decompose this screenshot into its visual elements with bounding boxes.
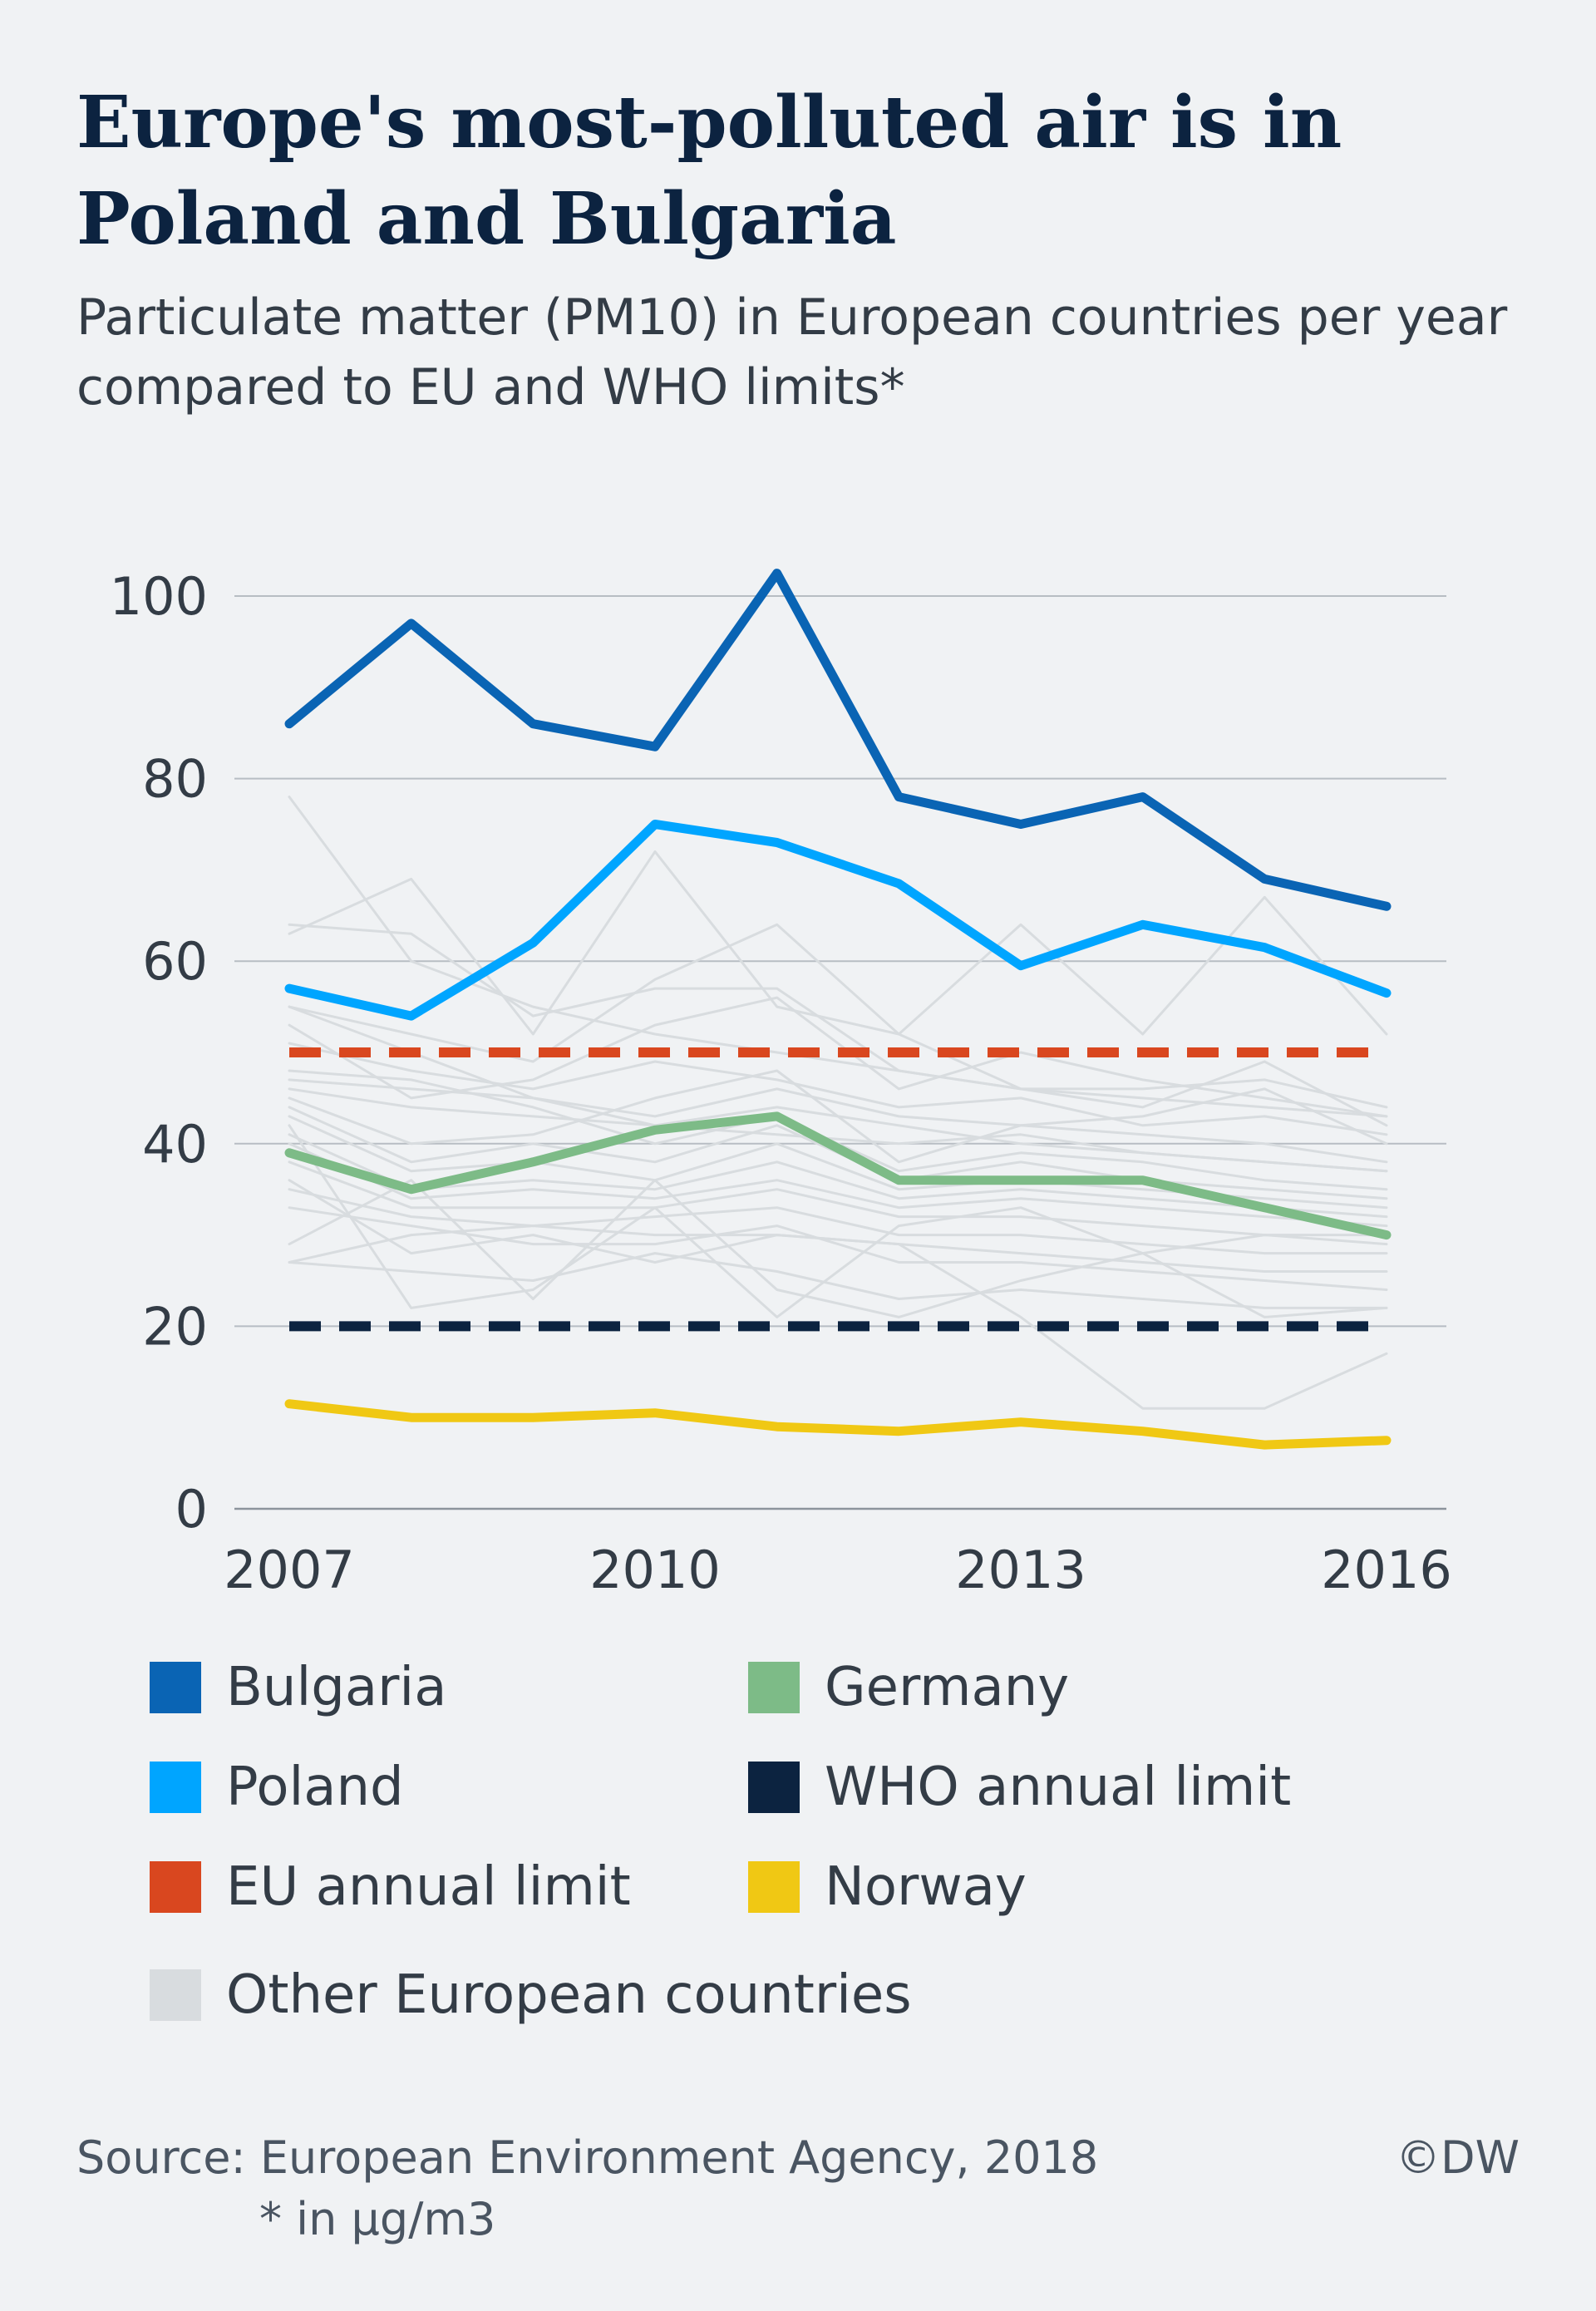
legend-item-eu-limit: EU annual limit	[150, 1854, 631, 1920]
series-line-poland	[284, 820, 1392, 1021]
legend-item-other-countries: Other European countries	[150, 1962, 912, 2028]
series-line-other-country-4	[288, 923, 1388, 1127]
legend-label-eu-limit: EU annual limit	[226, 1856, 631, 1918]
series-line-other-country-9	[288, 1069, 1388, 1164]
legend-label-poland: Poland	[226, 1757, 404, 1818]
legend-label-norway: Norway	[825, 1856, 1027, 1918]
legend-swatch-other-countries	[150, 1969, 201, 2021]
x-tick-label-2013: 2013	[955, 1540, 1086, 1600]
series-line-other-country-15	[288, 1160, 1388, 1237]
series-line-other-country-16	[288, 1188, 1388, 1255]
legend-swatch-eu-limit	[150, 1861, 201, 1913]
series-line-other-country-2	[288, 923, 1388, 1109]
series-line-other-country-17	[288, 1179, 1388, 1318]
line-chart: 0 20 40 60 80 100 2007 2010 2013 2016	[110, 566, 1452, 1600]
series-line-other-country-19	[288, 1252, 1388, 1309]
legend-swatch-norway	[748, 1861, 800, 1913]
chart-title: Europe's most-polluted air is in Poland …	[76, 81, 1342, 261]
series-line-other-country-5	[288, 996, 1388, 1118]
legend-swatch-poland	[150, 1762, 201, 1813]
series-line-other-country-6	[288, 1042, 1388, 1136]
series-line-other-country-22	[288, 1069, 1388, 1191]
legend-swatch-germany	[748, 1662, 800, 1713]
y-tick-label-0: 0	[175, 1479, 208, 1540]
legend-label-other-countries: Other European countries	[226, 1964, 912, 2026]
legend-label-who-limit: WHO annual limit	[825, 1757, 1292, 1818]
legend-item-germany: Germany	[748, 1654, 1069, 1721]
series-line-bulgaria	[284, 569, 1392, 911]
series-line-norway	[284, 1399, 1392, 1450]
y-tick-label-20: 20	[142, 1296, 208, 1357]
x-tick-label-2007: 2007	[224, 1540, 355, 1600]
unit-note: * in µg/m3	[259, 2193, 496, 2245]
y-tick-label-40: 40	[142, 1114, 208, 1175]
legend-item-norway: Norway	[748, 1854, 1027, 1920]
y-tick-label-80: 80	[142, 749, 208, 810]
series-line-germany	[284, 1111, 1392, 1240]
series-line-other-country-3	[288, 850, 1388, 1036]
y-tick-label-60: 60	[142, 931, 208, 992]
series-line-other-country-13	[288, 1133, 1388, 1219]
legend-item-who-limit: WHO annual limit	[748, 1754, 1291, 1821]
legend-swatch-bulgaria	[150, 1662, 201, 1713]
series-line-other-country-23	[288, 1206, 1388, 1291]
chart-subtitle: Particulate matter (PM10) in European co…	[76, 288, 1508, 416]
credit: ©DW	[1396, 2131, 1520, 2184]
x-tick-label-2010: 2010	[589, 1540, 721, 1600]
legend-label-bulgaria: Bulgaria	[226, 1657, 447, 1718]
series-line-other-country-14	[288, 1142, 1388, 1228]
source-note: Source: European Environment Agency, 201…	[76, 2131, 1099, 2184]
y-tick-label-100: 100	[110, 566, 208, 627]
x-tick-label-2016: 2016	[1321, 1540, 1452, 1600]
legend-item-poland: Poland	[150, 1754, 404, 1821]
series-line-other-country-21	[288, 1005, 1388, 1173]
series-line-other-country-12	[288, 1124, 1388, 1318]
legend-label-germany: Germany	[825, 1657, 1070, 1718]
legend-swatch-who-limit	[748, 1762, 800, 1813]
legend-item-bulgaria: Bulgaria	[150, 1654, 446, 1721]
series-line-other-country-20	[288, 1179, 1388, 1410]
